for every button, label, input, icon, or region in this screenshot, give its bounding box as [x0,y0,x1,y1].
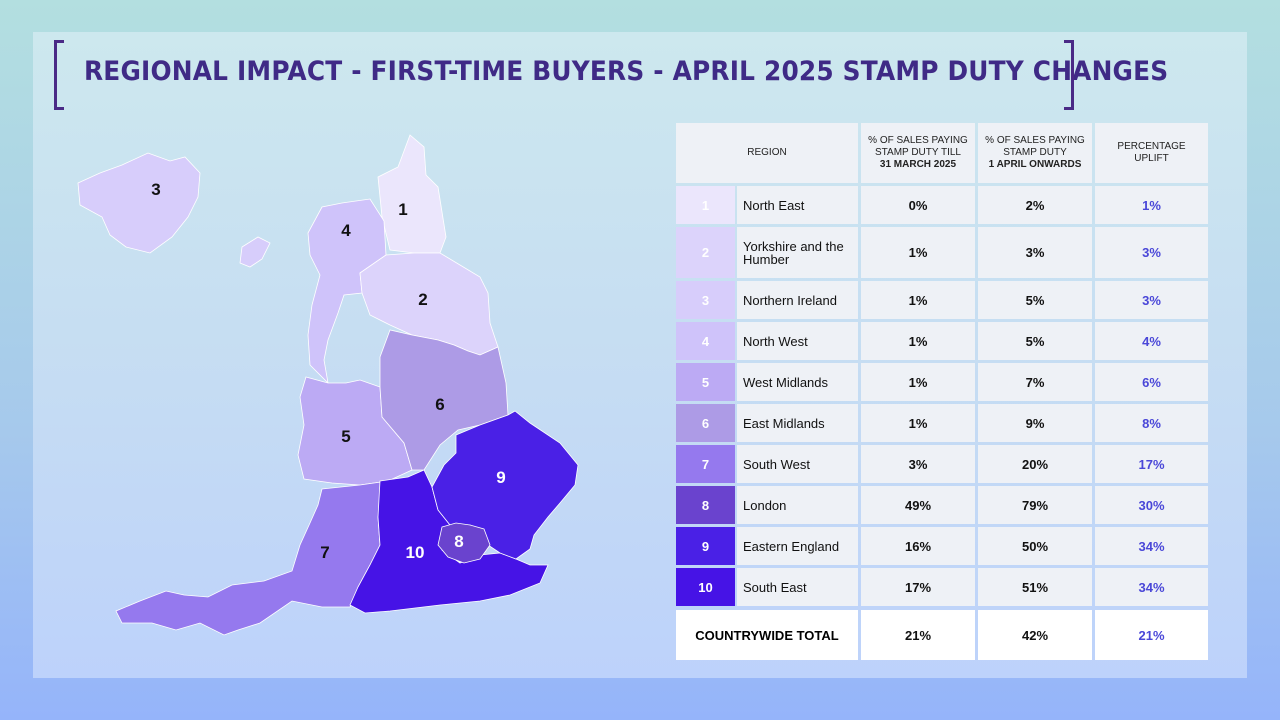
title-frame: REGIONAL IMPACT - FIRST-TIME BUYERS - AP… [54,40,1168,110]
row-before-value: 49% [861,486,975,524]
row-after-value: 5% [978,281,1092,319]
row-number: 10 [676,568,735,606]
row-region-name: South East [737,568,858,606]
row-before-value: 3% [861,445,975,483]
row-before-value: 1% [861,281,975,319]
map-region-eastern-england [431,410,579,560]
row-uplift-value: 17% [1095,445,1208,483]
map-region-south-west [115,480,389,636]
map-label-7: 7 [320,543,329,562]
row-after-value: 50% [978,527,1092,565]
header-region: REGION [676,123,858,183]
row-after-value: 5% [978,322,1092,360]
row-number: 7 [676,445,735,483]
row-after-value: 51% [978,568,1092,606]
row-before-value: 1% [861,404,975,442]
map-region-london [437,522,491,564]
left-bracket [54,40,64,110]
row-region-name: Eastern England [737,527,858,565]
map-label-3: 3 [151,180,160,199]
map-region-west-midlands [297,376,413,486]
header-after: % OF SALES PAYING STAMP DUTY 1 APRIL ONWAR… [978,123,1092,183]
row-after-value: 20% [978,445,1092,483]
total-label: COUNTRYWIDE TOTAL [676,610,858,660]
row-uplift-value: 30% [1095,486,1208,524]
row-uplift-value: 8% [1095,404,1208,442]
row-number: 1 [676,186,735,224]
row-region-name: North East [737,186,858,224]
row-region-name: South West [737,445,858,483]
row-region-name: Yorkshire and the Humber [737,227,858,278]
map-label-2: 2 [418,290,427,309]
map-label-4: 4 [341,221,351,240]
map-label-6: 6 [435,395,444,414]
total-before: 21% [861,610,975,660]
map-region-north-west [307,198,387,385]
row-number: 2 [676,227,735,278]
row-before-value: 16% [861,527,975,565]
map-label-9: 9 [496,468,505,487]
row-number: 8 [676,486,735,524]
right-bracket [1064,40,1074,110]
row-before-value: 0% [861,186,975,224]
map-label-10: 10 [406,543,425,562]
map-label-5: 5 [341,427,350,446]
impact-table: REGION % OF SALES PAYING STAMP DUTY TILL 3… [674,122,1210,662]
region-map: 1 2 3 4 5 6 7 8 9 10 [77,134,579,636]
row-region-name: Northern Ireland [737,281,858,319]
row-number: 9 [676,527,735,565]
row-uplift-value: 34% [1095,568,1208,606]
row-number: 6 [676,404,735,442]
map-label-8: 8 [454,532,463,551]
row-region-name: East Midlands [737,404,858,442]
total-uplift: 21% [1095,610,1208,660]
map-island [239,236,271,268]
map-region-northern-ireland [77,152,201,254]
row-region-name: London [737,486,858,524]
row-after-value: 7% [978,363,1092,401]
row-before-value: 1% [861,363,975,401]
row-uplift-value: 34% [1095,527,1208,565]
row-before-value: 1% [861,227,975,278]
row-uplift-value: 4% [1095,322,1208,360]
page-title: REGIONAL IMPACT - FIRST-TIME BUYERS - AP… [84,56,1169,87]
row-after-value: 3% [978,227,1092,278]
row-uplift-value: 3% [1095,227,1208,278]
map-region-north-east [377,134,447,254]
total-after: 42% [978,610,1092,660]
row-after-value: 9% [978,404,1092,442]
map-label-1: 1 [398,200,407,219]
row-before-value: 1% [861,322,975,360]
row-region-name: North West [737,322,858,360]
row-uplift-value: 6% [1095,363,1208,401]
row-number: 5 [676,363,735,401]
row-number: 3 [676,281,735,319]
row-uplift-value: 3% [1095,281,1208,319]
header-uplift: PERCENTAGE UPLIFT [1095,123,1208,183]
header-before: % OF SALES PAYING STAMP DUTY TILL 31 MARCH… [861,123,975,183]
row-after-value: 79% [978,486,1092,524]
row-region-name: West Midlands [737,363,858,401]
row-after-value: 2% [978,186,1092,224]
row-number: 4 [676,322,735,360]
row-uplift-value: 1% [1095,186,1208,224]
row-before-value: 17% [861,568,975,606]
